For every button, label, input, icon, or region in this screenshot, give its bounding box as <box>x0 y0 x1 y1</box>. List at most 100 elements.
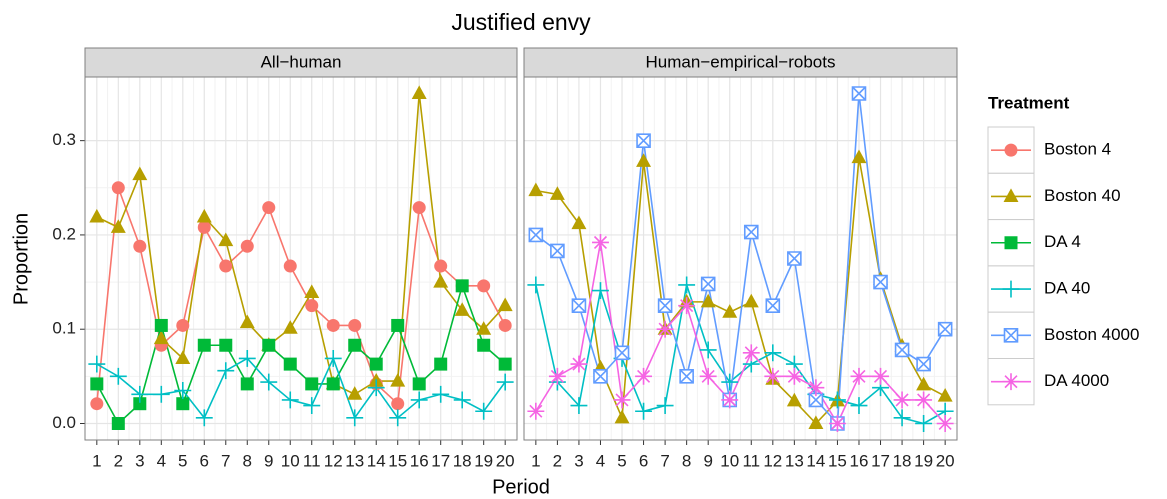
x-tick-label: 1 <box>531 451 540 470</box>
x-tick-label: 5 <box>178 451 187 470</box>
data-point <box>700 293 716 308</box>
data-point <box>391 397 405 411</box>
data-point <box>432 385 450 403</box>
data-point <box>527 402 545 420</box>
x-tick-label: 7 <box>221 451 230 470</box>
x-tick-label: 18 <box>453 451 472 470</box>
x-tick-label: 14 <box>367 451 386 470</box>
data-point <box>410 391 428 409</box>
x-tick-label: 8 <box>682 451 691 470</box>
x-tick-label: 9 <box>703 451 712 470</box>
data-point <box>721 391 739 409</box>
data-point <box>197 338 211 352</box>
data-point <box>571 298 587 313</box>
x-tick-label: 5 <box>617 451 626 470</box>
data-point <box>721 373 739 391</box>
x-tick-label: 19 <box>914 451 933 470</box>
data-point <box>742 344 760 362</box>
data-point <box>656 320 674 338</box>
data-point <box>411 85 427 100</box>
legend-marker <box>1004 236 1018 250</box>
legend-marker <box>1002 280 1020 298</box>
data-point <box>389 409 407 427</box>
data-point <box>111 417 125 430</box>
data-point <box>455 279 469 293</box>
x-tick-label: 2 <box>114 451 123 470</box>
data-point <box>152 385 170 403</box>
data-point <box>808 392 824 408</box>
x-tick-label: 16 <box>850 451 869 470</box>
data-point <box>305 377 319 391</box>
data-point <box>893 409 911 427</box>
data-point <box>174 382 192 399</box>
data-point <box>528 182 544 197</box>
legend-label: Boston 40 <box>1044 186 1121 205</box>
data-point <box>571 215 587 230</box>
x-tick-label: 20 <box>496 451 515 470</box>
data-point <box>239 314 255 329</box>
data-point <box>828 415 846 432</box>
x-tick-label: 16 <box>410 451 429 470</box>
data-point <box>197 220 211 234</box>
data-point <box>635 402 653 420</box>
legend-title: Treatment <box>988 93 1070 112</box>
legend-label: Boston 4000 <box>1044 325 1139 344</box>
data-point <box>282 320 298 334</box>
data-point <box>90 397 104 411</box>
data-point <box>937 321 953 337</box>
x-tick-label: 15 <box>388 451 407 470</box>
x-tick-label: 13 <box>785 451 804 470</box>
data-point <box>498 357 512 371</box>
legend-marker <box>1004 143 1018 157</box>
data-point <box>434 357 448 371</box>
data-point <box>496 373 514 391</box>
data-point <box>699 367 717 385</box>
data-point <box>154 318 168 332</box>
data-point <box>476 321 492 335</box>
y-axis-label: Proportion <box>10 213 32 305</box>
data-point <box>807 379 825 397</box>
data-point <box>548 367 566 385</box>
data-point <box>412 377 426 391</box>
data-point <box>722 304 738 318</box>
legend-label: DA 4000 <box>1044 371 1109 390</box>
data-point <box>238 349 256 367</box>
data-point <box>348 318 362 332</box>
x-axis-label: Period <box>492 476 550 498</box>
data-point <box>635 367 653 385</box>
data-point <box>133 239 147 253</box>
data-point <box>872 367 889 385</box>
data-point <box>678 297 696 315</box>
y-tick-label: 0.2 <box>52 224 76 243</box>
data-point <box>347 386 363 400</box>
data-point <box>367 379 385 397</box>
strip <box>523 47 958 78</box>
x-tick-label: 17 <box>431 451 450 470</box>
data-point <box>391 318 405 332</box>
data-point <box>679 369 694 384</box>
data-point <box>916 356 931 372</box>
data-point <box>453 391 471 409</box>
x-tick-label: 17 <box>871 451 890 470</box>
data-point <box>764 367 782 385</box>
x-tick-label: 10 <box>281 451 300 470</box>
data-point <box>570 355 588 373</box>
data-point <box>196 208 212 223</box>
x-tick-label: 13 <box>345 451 364 470</box>
data-point <box>527 276 545 294</box>
data-point <box>785 367 803 385</box>
data-point <box>260 373 278 391</box>
y-tick-label: 0.3 <box>52 130 76 149</box>
x-tick-label: 6 <box>639 451 648 470</box>
data-point <box>636 133 651 148</box>
data-point <box>262 201 276 215</box>
data-point <box>657 298 673 313</box>
y-tick-label: 0.0 <box>52 413 76 432</box>
data-point <box>786 392 802 407</box>
data-point <box>131 385 149 403</box>
data-point <box>873 274 888 290</box>
data-point <box>110 219 126 233</box>
data-point <box>283 357 297 371</box>
x-tick-label: 6 <box>200 451 209 470</box>
data-point <box>613 391 631 409</box>
